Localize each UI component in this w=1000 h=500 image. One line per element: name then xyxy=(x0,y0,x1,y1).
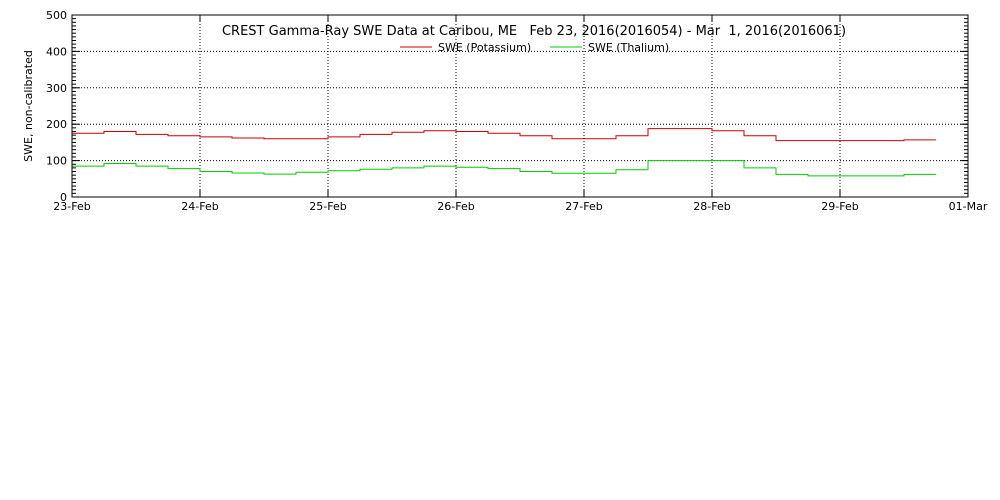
x-tick-label: 26-Feb xyxy=(437,200,474,213)
y-tick-label: 300 xyxy=(46,82,67,95)
y-tick-label: 100 xyxy=(46,155,67,168)
x-tick-label: 28-Feb xyxy=(693,200,730,213)
series-layer xyxy=(72,128,936,177)
x-tick-label: 25-Feb xyxy=(309,200,346,213)
y-axis-label: SWE, non-calibrated xyxy=(22,50,35,162)
ytick-layer: 0 100 200 300 400 500 xyxy=(46,9,968,204)
x-tick-label: 01-Mar xyxy=(949,200,988,213)
y-tick-label: 200 xyxy=(46,118,67,131)
xtick-layer: 23-Feb 24-Feb 25-Feb 26-Feb 27-Feb 28-Feb 29-F… xyxy=(53,15,988,213)
legend: SWE (Potassium) SWE (Thalium) xyxy=(400,41,669,54)
series-line-thalium xyxy=(72,160,936,177)
y-tick-label: 500 xyxy=(46,9,67,22)
chart-title: CREST Gamma-Ray SWE Data at Caribou, ME … xyxy=(222,24,846,39)
y-tick-label: 0 xyxy=(60,191,67,204)
x-tick-label: 27-Feb xyxy=(565,200,602,213)
grid-layer xyxy=(72,15,968,197)
minor-tick-layer xyxy=(72,14,968,198)
x-tick-label: 24-Feb xyxy=(181,200,218,213)
series-line-potassium xyxy=(72,128,936,142)
x-tick-label: 29-Feb xyxy=(821,200,858,213)
y-tick-label: 400 xyxy=(46,45,67,58)
legend-label: SWE (Thalium) xyxy=(588,41,669,54)
plot-frame xyxy=(71,14,969,198)
x-tick-label: 23-Feb xyxy=(53,200,90,213)
legend-label: SWE (Potassium) xyxy=(438,41,531,54)
